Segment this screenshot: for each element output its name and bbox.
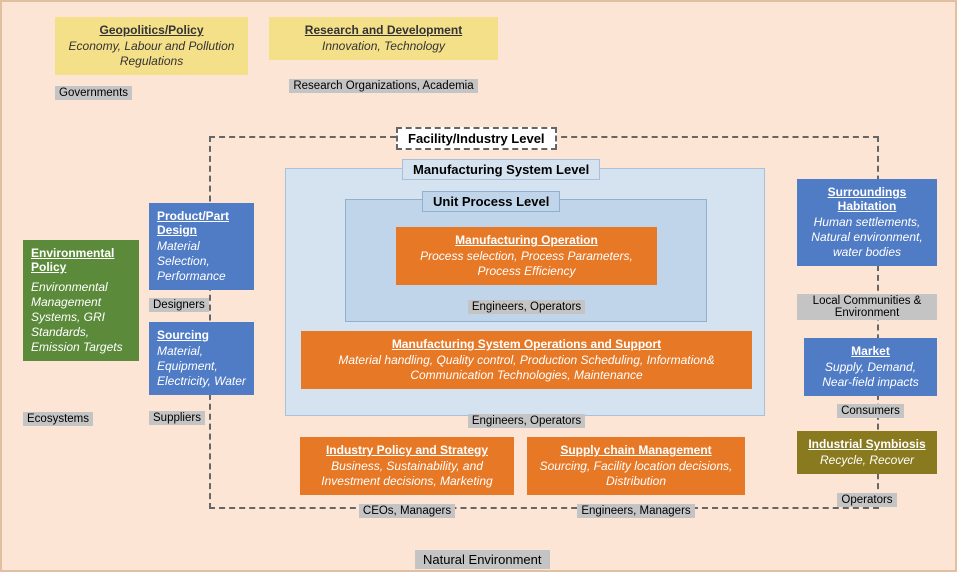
ind-policy-box: Industry Policy and Strategy Business, S… xyxy=(300,437,514,495)
symbiosis-title: Industrial Symbiosis xyxy=(805,437,929,451)
symbiosis-actor-row: Operators xyxy=(797,491,937,507)
geopolitics-title: Geopolitics/Policy xyxy=(63,23,240,37)
mfg-op-title: Manufacturing Operation xyxy=(404,233,649,247)
supply-chain-actor: Engineers, Managers xyxy=(577,504,694,518)
surroundings-title: Surroundings Habitation xyxy=(805,185,929,213)
surroundings-subtitle: Human settlements, Natural environment, … xyxy=(805,215,929,260)
sourcing-box: Sourcing Material, Equipment, Electricit… xyxy=(149,322,254,395)
mfg-op-actor-row: Engineers, Operators xyxy=(396,298,657,314)
mfg-sys-actor-row: Engineers, Operators xyxy=(301,412,752,428)
product-design-actor-row: Designers xyxy=(149,296,209,312)
env-policy-title: Environmental Policy xyxy=(31,246,131,274)
symbiosis-box: Industrial Symbiosis Recycle, Recover xyxy=(797,431,937,474)
symbiosis-actor: Operators xyxy=(837,493,896,507)
ind-policy-actor-row: CEOs, Managers xyxy=(300,502,514,518)
natural-environment-label: Natural Environment xyxy=(415,550,550,569)
supply-chain-title: Supply chain Management xyxy=(535,443,737,457)
market-box: Market Supply, Demand, Near-field impact… xyxy=(804,338,937,396)
market-actor: Consumers xyxy=(837,404,904,418)
rnd-actor: Research Organizations, Academia xyxy=(289,79,477,93)
system-level-label: Manufacturing System Level xyxy=(402,159,600,180)
product-design-subtitle: Material Selection, Performance xyxy=(157,239,246,284)
env-policy-actor: Ecosystems xyxy=(23,412,93,426)
geopolitics-box: Geopolitics/Policy Economy, Labour and P… xyxy=(55,17,248,75)
env-policy-actor-row: Ecosystems xyxy=(23,410,93,426)
product-design-actor: Designers xyxy=(149,298,209,312)
sourcing-title: Sourcing xyxy=(157,328,246,342)
rnd-box: Research and Development Innovation, Tec… xyxy=(269,17,498,60)
market-actor-row: Consumers xyxy=(804,402,937,418)
ind-policy-title: Industry Policy and Strategy xyxy=(308,443,506,457)
unit-level-label: Unit Process Level xyxy=(422,191,560,212)
symbiosis-subtitle: Recycle, Recover xyxy=(805,453,929,468)
mfg-op-actor: Engineers, Operators xyxy=(468,300,585,314)
mfg-sys-subtitle: Material handling, Quality control, Prod… xyxy=(309,353,744,383)
mfg-op-subtitle: Process selection, Process Parameters, P… xyxy=(404,249,649,279)
product-design-box: Product/Part Design Material Selection, … xyxy=(149,203,254,290)
facility-level-label: Facility/Industry Level xyxy=(396,127,557,150)
ind-policy-actor: CEOs, Managers xyxy=(359,504,455,518)
supply-chain-box: Supply chain Management Sourcing, Facili… xyxy=(527,437,745,495)
surroundings-actor-row: Local Communities & Environment xyxy=(797,292,937,320)
geopolitics-actor: Governments xyxy=(55,86,132,100)
mfg-sys-box: Manufacturing System Operations and Supp… xyxy=(301,331,752,389)
diagram-canvas: Facility/Industry Level Manufacturing Sy… xyxy=(0,0,957,572)
product-design-title: Product/Part Design xyxy=(157,209,246,237)
market-subtitle: Supply, Demand, Near-field impacts xyxy=(812,360,929,390)
surroundings-box: Surroundings Habitation Human settlement… xyxy=(797,179,937,266)
rnd-subtitle: Innovation, Technology xyxy=(277,39,490,54)
sourcing-subtitle: Material, Equipment, Electricity, Water xyxy=(157,344,246,389)
market-title: Market xyxy=(812,344,929,358)
mfg-op-box: Manufacturing Operation Process selectio… xyxy=(396,227,657,285)
geopolitics-actor-row: Governments xyxy=(55,84,248,100)
rnd-actor-row: Research Organizations, Academia xyxy=(269,77,498,93)
mfg-sys-title: Manufacturing System Operations and Supp… xyxy=(309,337,744,351)
mfg-sys-actor: Engineers, Operators xyxy=(468,414,585,428)
env-policy-subtitle: Environmental Management Systems, GRI St… xyxy=(31,280,131,355)
supply-chain-subtitle: Sourcing, Facility location decisions, D… xyxy=(535,459,737,489)
rnd-title: Research and Development xyxy=(277,23,490,37)
ind-policy-subtitle: Business, Sustainability, and Investment… xyxy=(308,459,506,489)
supply-chain-actor-row: Engineers, Managers xyxy=(527,502,745,518)
surroundings-actor: Local Communities & Environment xyxy=(797,294,937,320)
sourcing-actor-row: Suppliers xyxy=(149,409,205,425)
env-policy-box: Environmental Policy Environmental Manag… xyxy=(23,240,139,361)
geopolitics-subtitle: Economy, Labour and Pollution Regulation… xyxy=(63,39,240,69)
sourcing-actor: Suppliers xyxy=(149,411,205,425)
